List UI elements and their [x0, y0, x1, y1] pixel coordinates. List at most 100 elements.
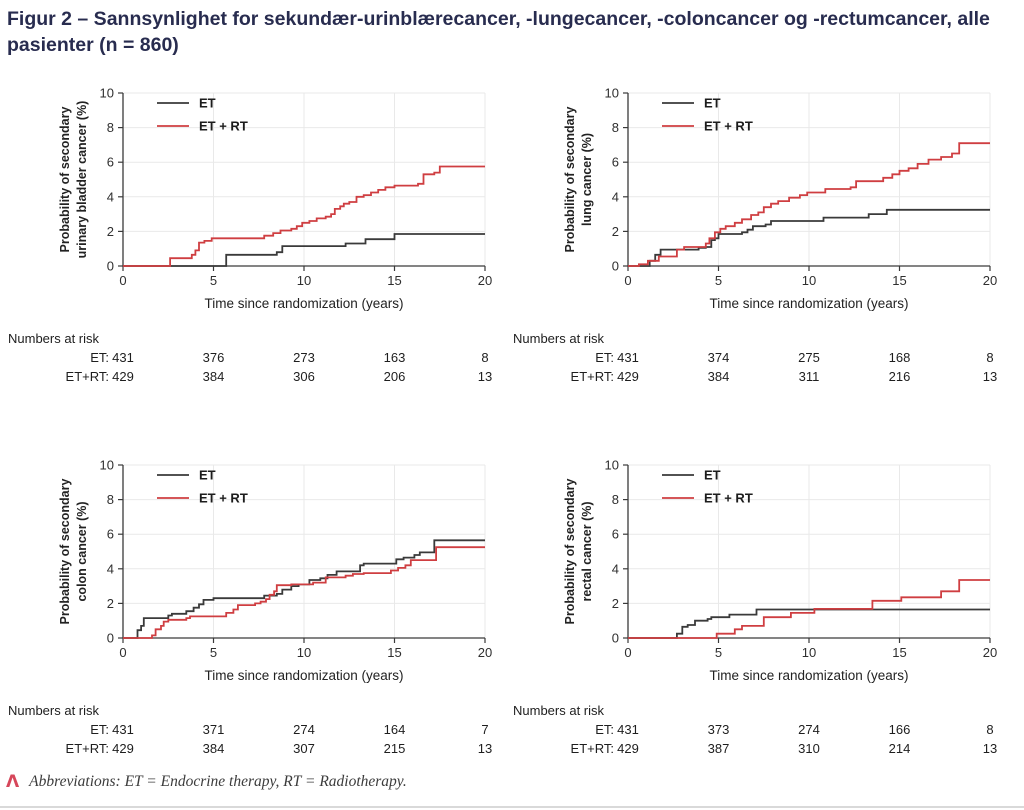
risk-row-label: ET:	[595, 722, 614, 738]
y-tick-label: 0	[107, 259, 114, 274]
risk-value: 429	[617, 740, 639, 756]
series-et-rt-curve	[123, 165, 485, 268]
risk-value: 374	[707, 350, 730, 366]
y-tick-label: 8	[107, 492, 114, 507]
x-axis-title: Time since randomization (years)	[709, 668, 908, 683]
legend-label-et: ET	[199, 96, 216, 111]
y-tick-label: 6	[107, 527, 114, 542]
y-axis-title-line1: Probability of secondary	[58, 107, 72, 253]
numbers-at-risk-title: Numbers at risk	[8, 703, 100, 719]
numbers-at-risk-rectal: Numbers at risk ET: 431 373 274 166 8 ET+RT: 429…	[505, 703, 1010, 759]
series-et-curve	[123, 539, 485, 640]
risk-value: 376	[202, 350, 225, 366]
panel-rectal: 0 2 4 6 8 10 0 5 10 15 20 Time since randomization …	[505, 443, 1010, 759]
legend-label-et: ET	[704, 96, 721, 111]
y-tick-label: 10	[100, 458, 114, 473]
risk-value: 307	[293, 740, 315, 756]
legend-label-et-rt: ET + RT	[704, 119, 753, 134]
charts-grid: 0 2 4 6 8 10 0 5 10 15 20 Time since randomization …	[0, 71, 1024, 759]
risk-value: 431	[112, 350, 134, 366]
y-tick-label: 2	[107, 224, 114, 239]
risk-row-label: ET+RT:	[65, 740, 109, 756]
x-tick-label: 0	[624, 273, 631, 288]
panel-lung: 0 2 4 6 8 10 0 5 10 15 20 Time since randomization …	[505, 71, 1010, 387]
numbers-at-risk-colon: Numbers at risk ET: 431 371 274 164 7 ET+RT: 429…	[0, 703, 505, 759]
panel-colon: 0 2 4 6 8 10 0 5 10 15 20 Time since randomization …	[0, 443, 505, 759]
x-axis-title: Time since randomization (years)	[204, 296, 403, 311]
numbers-at-risk-title: Numbers at risk	[8, 331, 100, 347]
risk-value: 429	[617, 368, 639, 384]
series-et-rt-curve	[123, 546, 485, 640]
series-et-curve	[123, 233, 485, 268]
y-tick-label: 4	[612, 190, 619, 205]
risk-value: 373	[707, 722, 730, 738]
y-tick-label: 8	[612, 492, 619, 507]
risk-row: ET: 431 376 273 163 8	[0, 350, 505, 369]
x-tick-label: 15	[387, 273, 401, 288]
y-tick-label: 10	[605, 458, 619, 473]
risk-value: 163	[383, 350, 406, 366]
risk-value: 431	[112, 722, 134, 738]
y-axis-title-line1: Probability of secondary	[563, 479, 577, 625]
y-axis-title-line2: rectal cancer (%)	[580, 502, 594, 602]
risk-row-label: ET+RT:	[65, 368, 109, 384]
x-tick-label: 5	[210, 645, 217, 660]
y-tick-label: 4	[107, 562, 114, 577]
y-tick-label: 8	[107, 120, 114, 135]
risk-value: 166	[888, 722, 911, 738]
x-tick-label: 0	[119, 273, 126, 288]
x-tick-label: 15	[892, 645, 906, 660]
x-tick-label: 20	[478, 273, 492, 288]
risk-value: 164	[383, 722, 406, 738]
risk-value: 274	[798, 722, 820, 738]
abbreviations-text: Abbreviations: ET = Endocrine therapy, R…	[29, 773, 407, 791]
risk-value: 431	[617, 722, 639, 738]
numbers-at-risk-title: Numbers at risk	[513, 331, 605, 347]
x-tick-label: 0	[624, 645, 631, 660]
risk-row: ET+RT: 429 387 310 214 13	[505, 741, 1010, 760]
legend-label-et-rt: ET + RT	[704, 491, 753, 506]
risk-row: ET: 431 371 274 164 7	[0, 722, 505, 741]
y-tick-label: 6	[612, 155, 619, 170]
lung-cancer-chart: 0 2 4 6 8 10 0 5 10 15 20 Time since randomization …	[563, 86, 997, 312]
risk-value: 273	[293, 350, 315, 366]
y-tick-label: 0	[107, 631, 114, 646]
y-axis-title-line2: urinary bladder cancer (%)	[75, 101, 89, 259]
x-tick-label: 10	[297, 645, 311, 660]
risk-value: 13	[477, 740, 493, 756]
x-tick-label: 20	[983, 273, 997, 288]
risk-row: ET+RT: 429 384 307 215 13	[0, 741, 505, 760]
series-et-rt-curve	[628, 579, 990, 640]
footer: Λ Abbreviations: ET = Endocrine therapy,…	[0, 773, 1024, 791]
risk-value: 275	[798, 350, 820, 366]
bladder-cancer-chart: 0 2 4 6 8 10 0 5 10 15 20 Time since randomization …	[58, 86, 492, 312]
y-tick-label: 4	[107, 190, 114, 205]
legend-label-et-rt: ET + RT	[199, 119, 248, 134]
legend-label-et-rt: ET + RT	[199, 491, 248, 506]
x-tick-label: 20	[478, 645, 492, 660]
y-axis-title-line1: Probability of secondary	[563, 107, 577, 253]
figure-title: Figur 2 – Sannsynlighet for sekundær-uri…	[7, 8, 990, 57]
y-tick-label: 6	[107, 155, 114, 170]
risk-value: 384	[202, 740, 225, 756]
risk-value: 384	[202, 368, 225, 384]
risk-value: 429	[112, 368, 134, 384]
series-et-curve	[628, 608, 990, 640]
risk-row-label: ET+RT:	[570, 368, 614, 384]
y-tick-label: 0	[612, 631, 619, 646]
y-tick-label: 2	[612, 224, 619, 239]
x-tick-label: 5	[210, 273, 217, 288]
x-tick-label: 15	[387, 645, 401, 660]
risk-value: 371	[202, 722, 225, 738]
risk-value: 8	[986, 350, 994, 366]
numbers-at-risk-bladder: Numbers at risk ET: 431 376 273 163 8 ET+RT: 429…	[0, 331, 505, 387]
risk-row: ET: 431 373 274 166 8	[505, 722, 1010, 741]
risk-row-label: ET+RT:	[570, 740, 614, 756]
risk-value: 13	[982, 740, 998, 756]
series-et-rt-curve	[628, 142, 990, 268]
y-tick-label: 8	[612, 120, 619, 135]
y-tick-label: 10	[605, 86, 619, 101]
x-tick-label: 10	[802, 273, 816, 288]
y-axis-title-line2: lung cancer (%)	[580, 133, 594, 226]
risk-value: 310	[798, 740, 820, 756]
